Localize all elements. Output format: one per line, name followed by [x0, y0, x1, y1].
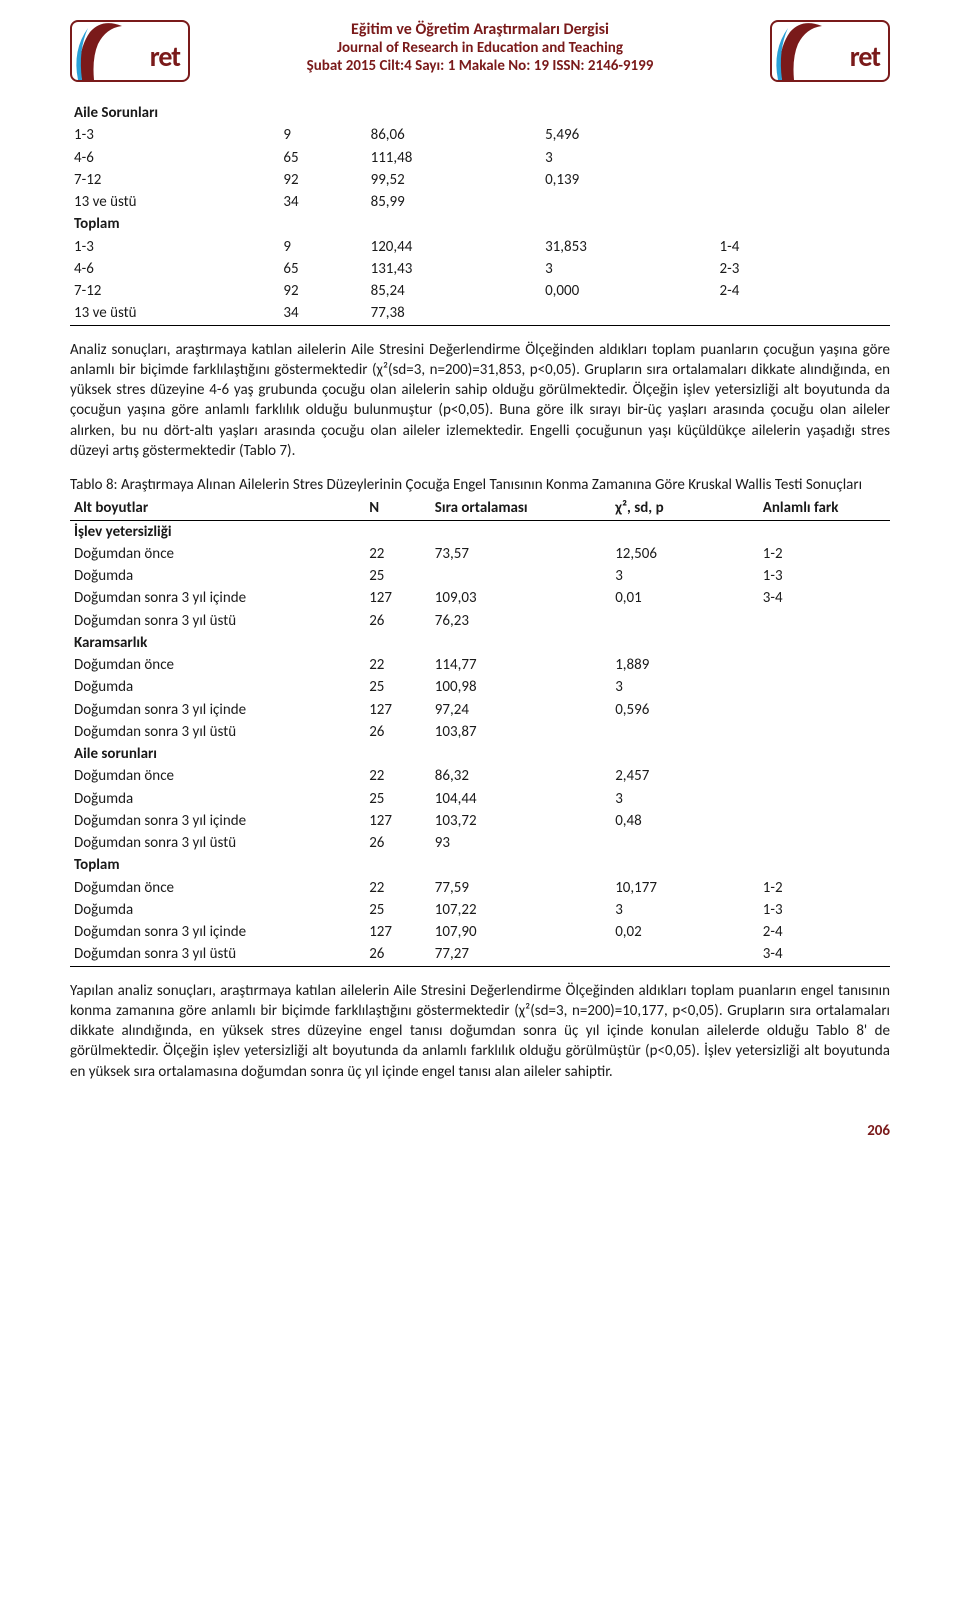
table-row: Doğumdan sonra 3 yıl içinde12797,240,596 — [70, 699, 890, 721]
section-title: Toplam — [70, 854, 890, 876]
table-7-continued: Aile Sorunları 1-3 9 86,06 5,496 4-6 65 … — [70, 102, 890, 326]
table-8-caption: Tablo 8: Araştırmaya Alınan Ailelerin St… — [70, 475, 890, 495]
table-row: Doğumdan sonra 3 yıl içinde127103,720,48 — [70, 810, 890, 832]
table-row: Doğumda2531-3 — [70, 565, 890, 587]
table-header-row: Alt boyutlar N Sıra ortalaması χ², sd, p… — [70, 497, 890, 520]
page: ret Eğitim ve Öğretim Araştırmaları Derg… — [0, 0, 960, 1180]
journal-logo-left: ret — [70, 20, 190, 82]
journal-title-tr: Eğitim ve Öğretim Araştırmaları Dergisi — [198, 20, 762, 39]
table-row: Doğumdan önce2273,5712,5061-2 — [70, 543, 890, 565]
table-row: Doğumdan sonra 3 yıl içinde127109,030,01… — [70, 587, 890, 609]
table-row: Doğumdan önce2286,322,457 — [70, 765, 890, 787]
table-8: Alt boyutlar N Sıra ortalaması χ², sd, p… — [70, 497, 890, 966]
table-row: 4-6 65 131,43 3 2-3 — [70, 258, 890, 280]
table-row: Doğumdan önce2277,5910,1771-2 — [70, 877, 890, 899]
table-row: Doğumda25104,443 — [70, 788, 890, 810]
table-row: 4-6 65 111,48 3 — [70, 147, 890, 169]
journal-title-en: Journal of Research in Education and Tea… — [198, 39, 762, 57]
section-title: İşlev yetersizliği — [70, 520, 890, 543]
section-title: Aile sorunları — [70, 743, 890, 765]
page-header: ret Eğitim ve Öğretim Araştırmaları Derg… — [70, 20, 890, 82]
swoosh-icon — [72, 22, 124, 80]
logo-text: ret — [150, 39, 180, 74]
journal-issue-info: Şubat 2015 Cilt:4 Sayı: 1 Makale No: 19 … — [198, 57, 762, 75]
table-row: 1-3 9 120,44 31,853 1-4 — [70, 236, 890, 258]
section-title: Aile Sorunları — [70, 102, 890, 124]
table-row: Doğumdan sonra 3 yıl üstü2677,273-4 — [70, 943, 890, 966]
table-row: Doğumdan sonra 3 yıl üstü2676,23 — [70, 610, 890, 632]
table-row: Doğumdan sonra 3 yıl üstü26103,87 — [70, 721, 890, 743]
table-row: 1-3 9 86,06 5,496 — [70, 124, 890, 146]
table-row: 7-12 92 99,52 0,139 — [70, 169, 890, 191]
total-label: Toplam — [70, 213, 890, 235]
table-row: Doğumdan önce22114,771,889 — [70, 654, 890, 676]
swoosh-icon — [772, 22, 824, 80]
page-number: 206 — [70, 1122, 890, 1140]
logo-text: ret — [850, 39, 880, 74]
table-row: Doğumda25100,983 — [70, 676, 890, 698]
header-title-block: Eğitim ve Öğretim Araştırmaları Dergisi … — [190, 20, 770, 75]
table-row: 13 ve üstü 34 77,38 — [70, 302, 890, 325]
table-row: Doğumdan sonra 3 yıl üstü2693 — [70, 832, 890, 854]
table-row: 7-12 92 85,24 0,000 2-4 — [70, 280, 890, 302]
paragraph-1: Analiz sonuçları, araştırmaya katılan ai… — [70, 340, 890, 462]
table-row: Doğumdan sonra 3 yıl içinde127107,900,02… — [70, 921, 890, 943]
table-row: Doğumda25107,2231-3 — [70, 899, 890, 921]
journal-logo-right: ret — [770, 20, 890, 82]
table-row: 13 ve üstü 34 85,99 — [70, 191, 890, 213]
paragraph-2: Yapılan analiz sonuçları, araştırmaya ka… — [70, 981, 890, 1082]
section-title: Karamsarlık — [70, 632, 890, 654]
